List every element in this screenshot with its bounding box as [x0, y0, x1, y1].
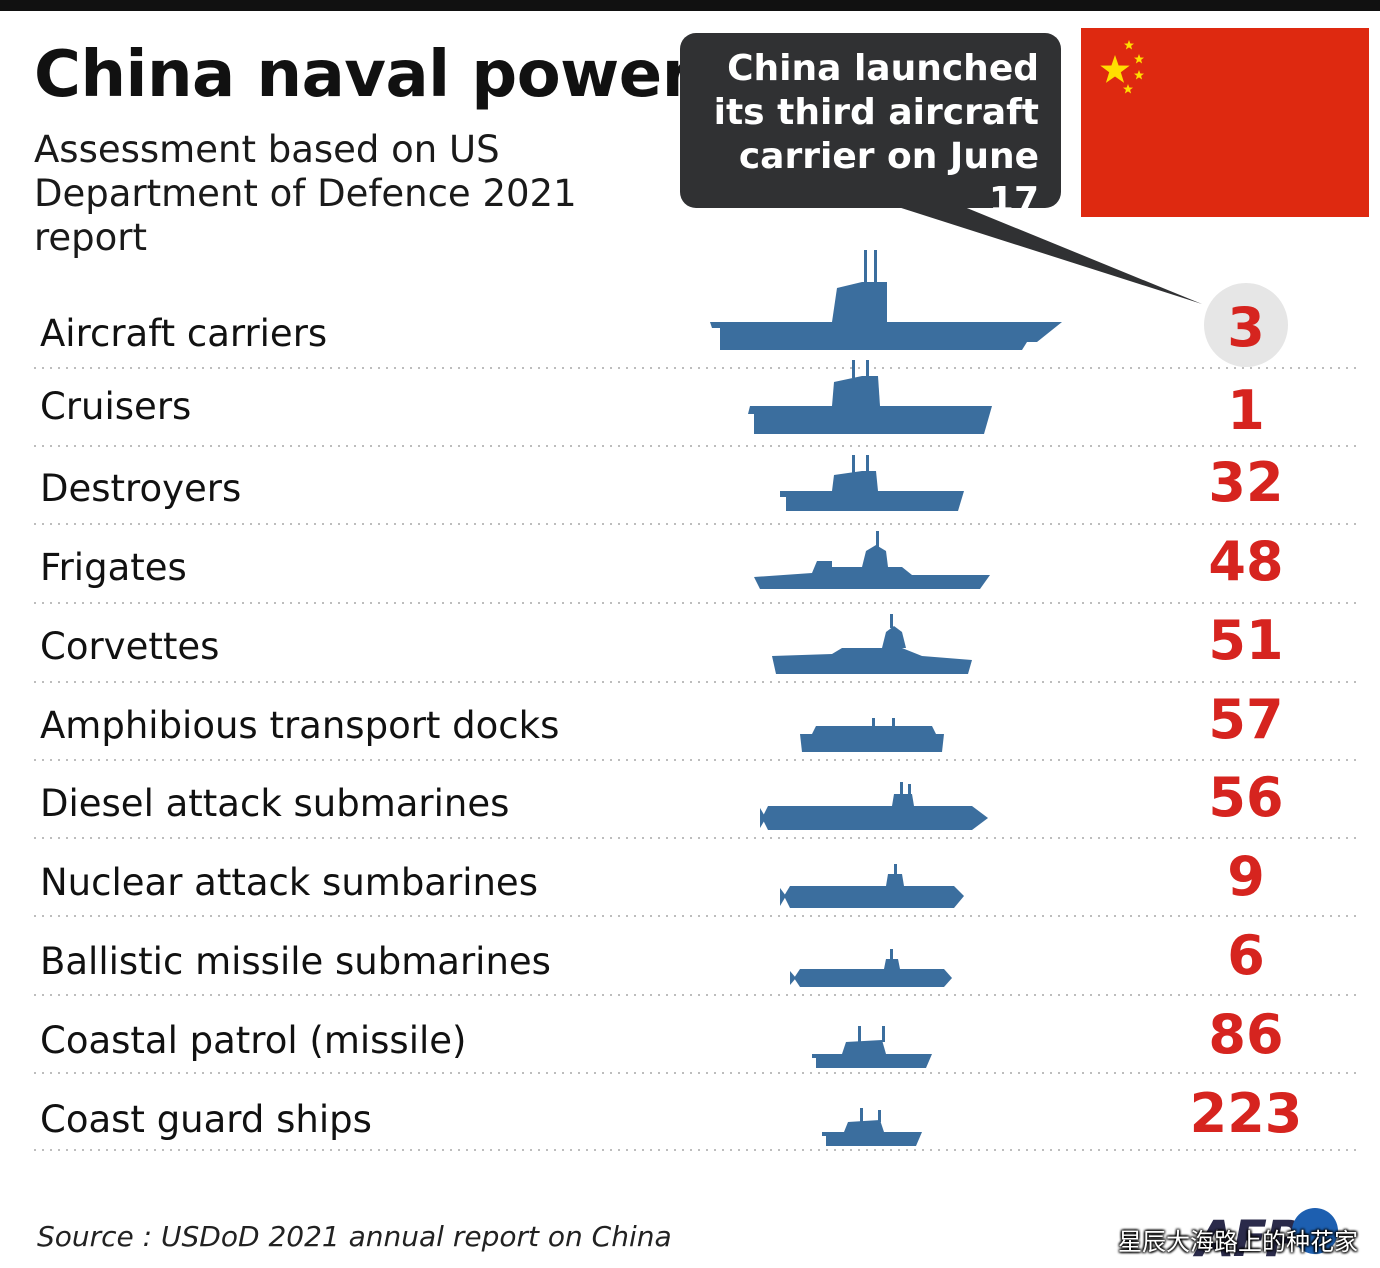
callout-box: China launched its third aircraft carrie… [680, 33, 1061, 221]
destroyer-icon [780, 455, 964, 511]
row-label: Coastal patrol (missile) [40, 1019, 466, 1062]
row-value: 6 [1227, 924, 1265, 987]
flag-large-star [1100, 55, 1130, 83]
table-row: Coast guard ships 223 [34, 1082, 1362, 1151]
top-border [0, 0, 1380, 11]
row-label: Amphibious transport docks [40, 704, 559, 747]
row-label: Cruisers [40, 385, 191, 428]
afp-logo: AFP [1196, 1206, 1346, 1268]
row-value: 9 [1227, 845, 1265, 908]
flag-small-star-4 [1123, 84, 1133, 94]
flag-small-star-1 [1124, 40, 1134, 50]
table-row: Coastal patrol (missile) 86 [34, 1003, 1362, 1074]
table-row: Frigates 48 [34, 530, 1362, 604]
table-row: Destroyers 32 [34, 451, 1362, 525]
naval-power-chart: Aircraft carriers 3 Cruisers 1 Destroyers 32 F… [34, 206, 1362, 1151]
flag-small-star-2 [1134, 54, 1144, 64]
china-flag-icon [1081, 28, 1369, 217]
table-row: Amphibious transport docks 57 [34, 688, 1362, 761]
row-label: Ballistic missile submarines [40, 940, 551, 983]
table-row: Nuclear attack sumbarines 9 [34, 845, 1362, 917]
table-row: Aircraft carriers 3 [34, 250, 1362, 369]
row-label: Coast guard ships [40, 1098, 372, 1141]
diesel-submarine-icon [760, 782, 988, 830]
corvette-icon [772, 614, 972, 674]
table-row: Diesel attack submarines 56 [34, 766, 1362, 839]
row-value: 86 [1208, 1003, 1283, 1066]
coast-guard-icon [822, 1108, 922, 1146]
callout-text: China launched its third aircraft carrie… [713, 48, 1039, 221]
row-value: 48 [1208, 530, 1283, 593]
row-value: 223 [1190, 1082, 1303, 1145]
flag-small-star-3 [1134, 70, 1144, 80]
row-label: Diesel attack submarines [40, 782, 509, 825]
table-row: Corvettes 51 [34, 609, 1362, 683]
row-value: 51 [1208, 609, 1283, 672]
ballistic-submarine-icon [790, 949, 952, 987]
row-label: Frigates [40, 546, 187, 589]
row-label: Nuclear attack sumbarines [40, 861, 538, 904]
value-highlight-circle [1204, 283, 1288, 367]
afp-logo-text: AFP [1196, 1210, 1301, 1268]
cruiser-icon [748, 360, 992, 434]
watermark: 星辰大海路上的种花家 [1118, 1228, 1358, 1256]
aircraft-carrier-icon [710, 250, 1062, 350]
amphibious-dock-icon [800, 718, 944, 752]
chart-subtitle: Assessment based on US Department of Def… [34, 128, 577, 259]
row-value: 3 [1227, 296, 1265, 359]
row-value: 57 [1208, 688, 1283, 751]
chart-title: China naval power [34, 38, 693, 112]
table-row: Cruisers 1 [34, 360, 1362, 447]
coastal-patrol-icon [812, 1026, 932, 1068]
row-label: Corvettes [40, 625, 219, 668]
callout-pointer [895, 206, 1202, 304]
chart-rows: Aircraft carriers 3 Cruisers 1 Destroyers 32 F… [34, 250, 1362, 1151]
table-row: Ballistic missile submarines 6 [34, 924, 1362, 996]
row-value: 56 [1208, 766, 1283, 829]
row-label: Destroyers [40, 467, 241, 510]
frigate-icon [754, 531, 990, 589]
nuclear-submarine-icon [780, 864, 964, 908]
source-note: Source : USDoD 2021 annual report on Chi… [37, 1220, 672, 1253]
row-value: 32 [1208, 451, 1283, 514]
row-value: 1 [1227, 379, 1265, 442]
afp-logo-circle [1292, 1208, 1338, 1254]
row-label: Aircraft carriers [40, 312, 327, 355]
